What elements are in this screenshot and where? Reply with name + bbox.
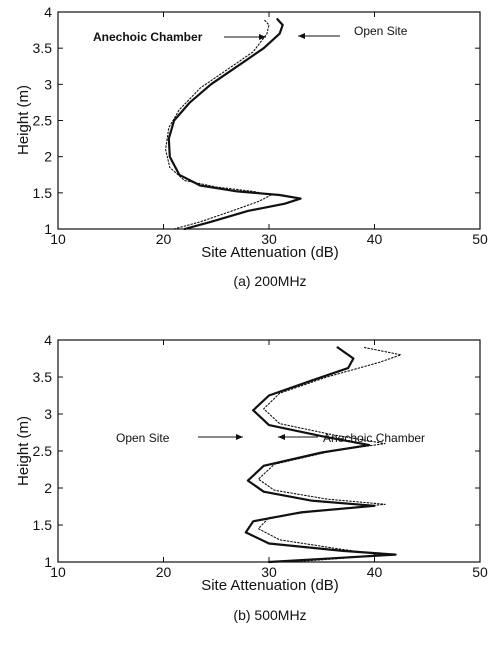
x-tick-label: 20 <box>156 564 172 580</box>
y-tick-label: 2.5 <box>33 113 53 129</box>
y-tick-label: 1.5 <box>33 185 53 201</box>
y-tick-label: 4 <box>44 332 52 348</box>
series-line-anechoic-chamber <box>165 18 272 230</box>
annotation-anechoic-chamber: Anechoic Chamber <box>323 431 425 445</box>
series-line-open-site <box>167 18 302 231</box>
chart-panel-200mhz: 1 1.5 2 2.5 3 3.5 4 10 20 30 40 50 Height (m) Site… <box>15 4 488 289</box>
x-tick-label: 40 <box>367 231 383 247</box>
series-line-anechoic-chamber <box>257 346 402 563</box>
y-tick-label: 1 <box>44 221 52 237</box>
y-tick-label: 3 <box>44 406 52 422</box>
x-tick-label: 20 <box>156 231 172 247</box>
y-tick-label: 3.5 <box>33 369 53 385</box>
x-tick-label: 30 <box>261 564 277 580</box>
annotation-open-site: Open Site <box>116 431 170 445</box>
y-tick-label: 2 <box>44 149 52 165</box>
y-tick-label: 1 <box>44 554 52 570</box>
y-tick-label: 3 <box>44 76 52 92</box>
annotation-anechoic-chamber: Anechoic Chamber <box>93 30 203 44</box>
chart-panel-500mhz: 1 1.5 2 2.5 3 3.5 4 10 20 30 40 50 Height (m) Site… <box>15 332 488 623</box>
y-axis-label: Height (m) <box>15 416 32 486</box>
panel-caption: (a) 200MHz <box>233 273 306 289</box>
annotation-open-site: Open Site <box>354 24 408 38</box>
x-axis-label: Site Attenuation (dB) <box>201 577 339 594</box>
y-tick-label: 3.5 <box>33 40 53 56</box>
x-tick-label: 10 <box>50 231 66 247</box>
x-tick-label: 40 <box>367 564 383 580</box>
y-tick-label: 2.5 <box>33 443 53 459</box>
y-tick-label: 4 <box>44 4 52 20</box>
x-axis-label: Site Attenuation (dB) <box>201 244 339 261</box>
x-tick-label: 50 <box>472 564 488 580</box>
panel-caption: (b) 500MHz <box>233 607 306 623</box>
y-axis-label: Height (m) <box>15 85 32 155</box>
y-tick-label: 2 <box>44 480 52 496</box>
plot-frame <box>57 339 481 563</box>
x-tick-label: 10 <box>50 564 66 580</box>
x-tick-label: 30 <box>261 231 277 247</box>
x-tick-label: 50 <box>472 231 488 247</box>
y-tick-label: 1.5 <box>33 517 53 533</box>
series-line-open-site <box>244 346 397 564</box>
